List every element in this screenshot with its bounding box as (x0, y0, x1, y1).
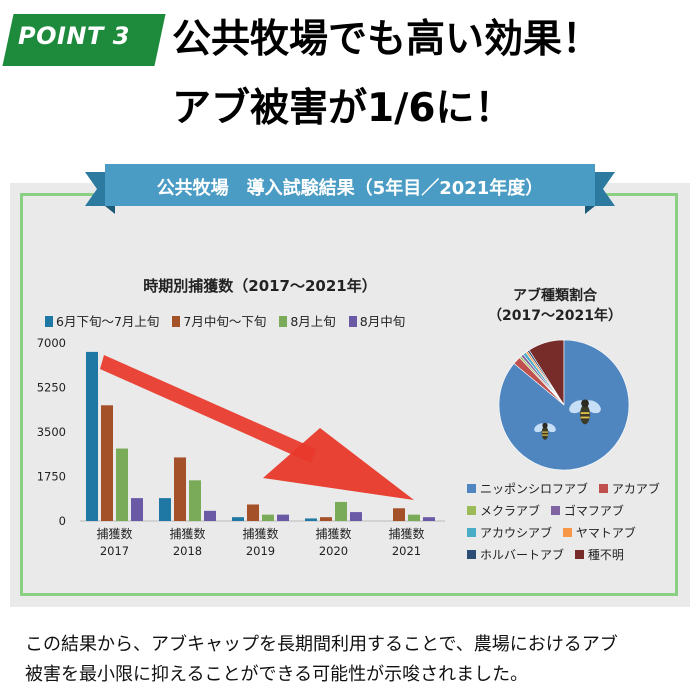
legend-label: ホルバートアブ (480, 548, 565, 562)
bar (262, 514, 274, 521)
x-category-label: 捕獲数 (388, 526, 424, 541)
footer-note: この結果から、アブキャップを長期間利用することで、農場におけるアブ 被害を最小限… (25, 630, 685, 690)
ribbon-banner: 公共牧場 導入試験結果（5年目／2021年度） (85, 160, 615, 218)
bar (86, 351, 98, 521)
bar-chart-title: 時期別捕獲数（2017〜2021年） (143, 277, 377, 295)
pie-legend-item: ニッポンシロフアブ (467, 480, 588, 497)
pie-legend-item: ゴマフアブ (550, 502, 624, 519)
bar (247, 504, 259, 521)
pie-title-line2: （2017〜2021年） (488, 308, 622, 324)
pie-legend-item: アカアブ (598, 480, 660, 497)
legend-swatch (348, 316, 357, 327)
pie-legend-row: ホルバートアブ 種不明 (467, 546, 677, 568)
footer-line2: 被害を最小限に抑えることができる可能性が示唆されました。 (25, 664, 529, 685)
legend-swatch (550, 506, 560, 515)
bar (101, 405, 113, 521)
legend-swatch (598, 484, 608, 493)
bar (408, 514, 420, 521)
legend-label: メクラアブ (480, 504, 541, 518)
y-tick-label: 0 (59, 514, 66, 528)
legend-swatch (279, 316, 288, 327)
bar (232, 517, 244, 521)
legend-label: 種不明 (587, 548, 624, 562)
pie-legend-row: アカウシアブ ヤマトアブ (467, 524, 677, 546)
x-tick-label: 2019 (246, 544, 275, 558)
headline-line2: アブ被害が1/6に！ (172, 86, 514, 131)
y-tick-label: 7000 (37, 336, 66, 350)
point-badge-label: POINT 3 (18, 22, 130, 50)
pie-legend-item: メクラアブ (467, 502, 540, 519)
legend-swatch (45, 316, 53, 327)
pie-chart-legend: ニッポンシロフアブ アカアブ メクラアブ ゴマフアブ アカウシアブ ヤマトアブ … (467, 480, 677, 568)
y-tick-label: 1750 (37, 470, 66, 484)
pie-legend-item: アカウシアブ (467, 524, 552, 541)
y-tick-label: 3500 (37, 425, 66, 439)
trend-arrow-head (263, 428, 414, 500)
legend-label: アカウシアブ (480, 526, 553, 540)
x-category-label: 捕獲数 (315, 526, 351, 541)
legend-label: アカアブ (611, 482, 660, 496)
legend-item-series-3: 8月上旬 (279, 311, 336, 330)
bar (131, 498, 143, 521)
ribbon-label: 公共牧場 導入試験結果（5年目／2021年度） (156, 178, 544, 199)
bar-chart-legend: 6月下旬〜7月上旬 7月中旬〜下旬 8月上旬 8月中旬 (45, 311, 414, 330)
legend-swatch (562, 528, 572, 537)
legend-item-series-1: 6月下旬〜7月上旬 (45, 311, 159, 330)
ribbon-fold-right (585, 206, 595, 214)
bar (277, 514, 289, 521)
pie-title-line1: アブ種類割合 (513, 288, 597, 304)
legend-swatch (574, 550, 584, 559)
x-category-label: 捕獲数 (169, 526, 205, 541)
x-tick-label: 2018 (173, 544, 202, 558)
legend-label: 7月中旬〜下旬 (183, 314, 267, 329)
legend-item-series-4: 8月中旬 (348, 311, 406, 330)
pie-legend-item: ホルバートアブ (467, 546, 564, 563)
bar (174, 457, 186, 521)
bar (189, 480, 201, 521)
headline-line1: 公共牧場でも高い効果！ (172, 17, 602, 62)
x-tick-label: 2017 (100, 544, 129, 558)
ribbon-body (105, 164, 595, 206)
x-category-label: 捕獲数 (242, 526, 278, 541)
bar (159, 498, 171, 521)
pie-legend-item: ヤマトアブ (562, 524, 636, 541)
bar (423, 517, 435, 521)
bar (320, 517, 332, 521)
legend-label: 6月下旬〜7月上旬 (56, 314, 160, 329)
pie-legend-row: ニッポンシロフアブ アカアブ (467, 480, 677, 502)
legend-swatch (467, 550, 476, 559)
legend-label: 8月中旬 (359, 314, 406, 329)
x-category-label: 捕獲数 (96, 526, 132, 541)
legend-label: ゴマフアブ (563, 504, 624, 518)
bar (204, 510, 216, 521)
ribbon-shape (85, 164, 615, 214)
x-tick-label: 2021 (392, 544, 421, 558)
legend-swatch (467, 528, 476, 537)
pie-legend-item: 種不明 (574, 546, 624, 563)
pie-chart-title: アブ種類割合 （2017〜2021年） (470, 286, 640, 326)
bar (335, 501, 347, 521)
legend-item-series-2: 7月中旬〜下旬 (172, 311, 266, 330)
legend-label: 8月上旬 (290, 314, 336, 329)
x-tick-label: 2020 (319, 544, 348, 558)
ribbon-fold-left (105, 206, 115, 214)
y-tick-label: 5250 (37, 381, 66, 395)
trend-arrow-shaft (100, 355, 316, 463)
legend-swatch (467, 484, 476, 493)
legend-swatch (172, 316, 181, 327)
footer-line1: この結果から、アブキャップを長期間利用することで、農場におけるアブ (25, 634, 618, 655)
bar (393, 508, 405, 521)
legend-label: ニッポンシロフアブ (480, 482, 589, 496)
pie-legend-row: メクラアブ ゴマフアブ (467, 502, 677, 524)
legend-label: ヤマトアブ (575, 526, 636, 540)
bar (116, 448, 128, 521)
bar (350, 512, 362, 521)
legend-swatch (467, 506, 476, 515)
bar (305, 518, 317, 521)
